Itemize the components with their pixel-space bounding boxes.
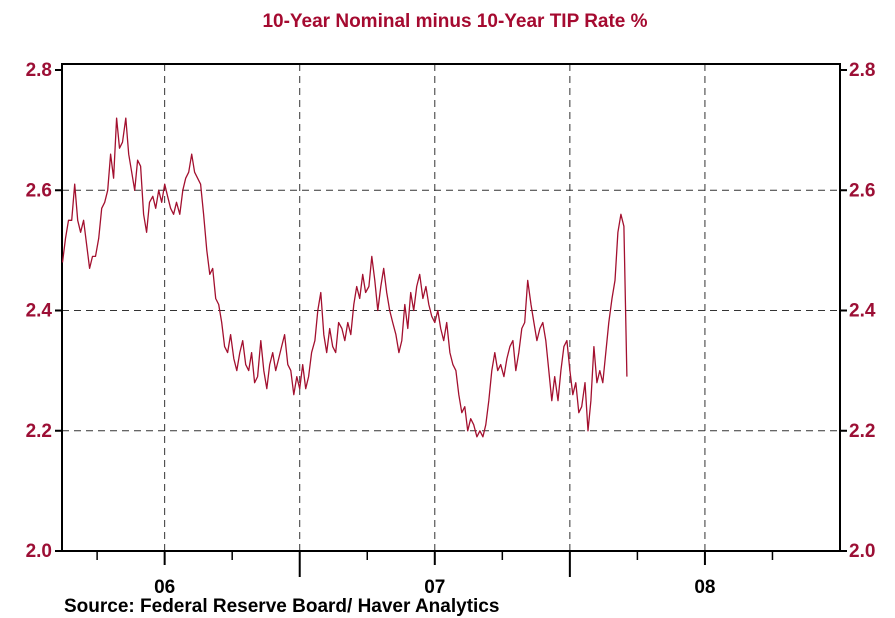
y-tick-label: 2.8 [26, 60, 52, 81]
y-tick-label: 2.4 [26, 301, 53, 322]
x-tick-label: 06 [154, 577, 175, 598]
y2-tick-label: 2.4 [849, 301, 876, 322]
source-note: Source: Federal Reserve Board/ Haver Ana… [64, 596, 499, 617]
y2-tick-label: 2.8 [849, 60, 875, 81]
y-tick-label: 2.2 [26, 421, 52, 442]
y-tick-label: 2.0 [26, 541, 52, 562]
y2-tick-label: 2.6 [849, 180, 875, 201]
data-line [61, 117, 628, 438]
chart-title: 10-Year Nominal minus 10-Year TIP Rate % [262, 11, 647, 32]
x-tick-label: 07 [424, 577, 445, 598]
plot-frame [61, 63, 841, 552]
y2-tick-label: 2.2 [849, 421, 875, 442]
y-tick-label: 2.6 [26, 180, 52, 201]
x-tick-label: 08 [694, 577, 715, 598]
y2-tick-label: 2.0 [849, 541, 875, 562]
